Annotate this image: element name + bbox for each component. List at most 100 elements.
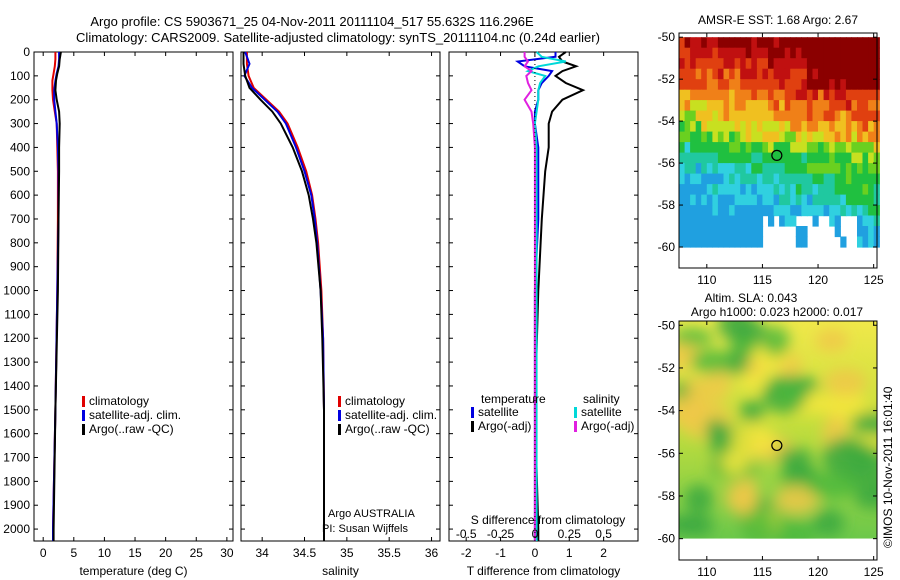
sst-cell [790, 184, 797, 196]
sst-cell [823, 152, 830, 164]
sst-cell [801, 110, 808, 122]
sst-cell [857, 194, 864, 206]
sst-cell [790, 47, 797, 59]
sla-blob [776, 380, 802, 406]
sst-cell [768, 47, 775, 59]
sst-cell [834, 47, 841, 59]
sst-cell [840, 194, 847, 206]
sst-cell [806, 173, 814, 185]
sst-cell [784, 37, 791, 49]
sst-cell [729, 121, 736, 133]
sst-cell [690, 194, 697, 206]
map-y-tick-label: -60 [658, 532, 676, 546]
series-line-argo [533, 51, 586, 541]
sst-cell [823, 194, 830, 206]
sst-cell [812, 173, 819, 185]
sla-blob-layer [679, 321, 877, 539]
sst-cell [862, 68, 869, 80]
sst-cell [695, 100, 702, 112]
sst-cell [717, 100, 725, 112]
sst-cell [795, 47, 802, 59]
legend-label: Argo(-adj) [478, 419, 531, 433]
sst-cell [756, 194, 764, 206]
sst-cell [857, 173, 864, 185]
sst-cell [868, 215, 875, 227]
sst-cell [679, 142, 686, 154]
s-diff-tick-label: 0 [532, 527, 539, 541]
sst-cell [729, 226, 736, 238]
sst-cell [740, 163, 747, 175]
sla-blob [772, 518, 816, 539]
sst-cell [851, 68, 858, 80]
sst-cell [695, 173, 702, 185]
sst-cell [773, 58, 780, 70]
sst-cell [845, 79, 853, 91]
sst-cell [812, 121, 819, 133]
sla-blob [685, 376, 710, 415]
sst-cell [812, 142, 819, 154]
sst-cell [857, 37, 864, 49]
sst-cell [868, 58, 875, 70]
sst-cell [834, 226, 841, 238]
sst-cell [740, 89, 747, 101]
sst-cell [734, 236, 741, 248]
sst-cell [706, 236, 713, 248]
sst-cell [751, 79, 758, 91]
sst-cell [818, 68, 825, 80]
sst-cell [840, 121, 847, 133]
sst-cell [857, 184, 864, 196]
x-tick-label: 36 [425, 546, 439, 560]
map-x-tick-label: 110 [697, 565, 716, 579]
sst-cell [723, 236, 730, 248]
sst-cell [862, 173, 869, 185]
sst-cell [823, 100, 830, 112]
sst-cell [857, 100, 864, 112]
sst-cell [706, 142, 713, 154]
sst-cell [801, 68, 808, 80]
sst-cell [834, 121, 841, 133]
sst-cell [840, 58, 847, 70]
sst-cell [784, 205, 791, 217]
sst-cell [734, 163, 741, 175]
sst-cell [762, 58, 769, 70]
sst-cell [734, 47, 741, 59]
sst-cell [684, 37, 691, 49]
sst-cell [862, 121, 869, 133]
sst-cell [723, 142, 730, 154]
sst-cell [690, 37, 697, 49]
sst-cell [779, 205, 786, 217]
sst-cell [801, 205, 808, 217]
sst-cell [806, 58, 814, 70]
sst-cell [834, 89, 841, 101]
sst-cell [773, 79, 780, 91]
temperature-panel: 0100200300400500600700800900100011001200… [3, 45, 234, 578]
sst-cell [762, 37, 769, 49]
sst-cell [801, 236, 808, 248]
sst-cell [690, 100, 697, 112]
sst-cell [773, 163, 780, 175]
sst-cell [773, 131, 780, 143]
sst-cell [729, 173, 736, 185]
sst-cell [723, 226, 730, 238]
sst-cell [857, 226, 864, 238]
legend-label: climatology [89, 394, 149, 408]
sst-cell [779, 37, 786, 49]
sst-cell [840, 163, 847, 175]
sst-cell [768, 37, 775, 49]
x-axis-label: T difference from climatology [467, 564, 621, 578]
legend-swatch-satellite [338, 410, 341, 421]
sst-cell [818, 37, 825, 49]
sst-cell [812, 79, 819, 91]
sst-cell [868, 121, 875, 133]
sst-cell [751, 163, 758, 175]
sst-cell [723, 79, 730, 91]
sst-cell [756, 121, 764, 133]
sst-cell [745, 205, 752, 217]
sst-cell [684, 215, 691, 227]
sst-cell [768, 205, 775, 217]
sst-cell [684, 194, 691, 206]
sst-cell [829, 215, 836, 227]
sst-cell [857, 215, 864, 227]
sst-cell [840, 152, 847, 164]
